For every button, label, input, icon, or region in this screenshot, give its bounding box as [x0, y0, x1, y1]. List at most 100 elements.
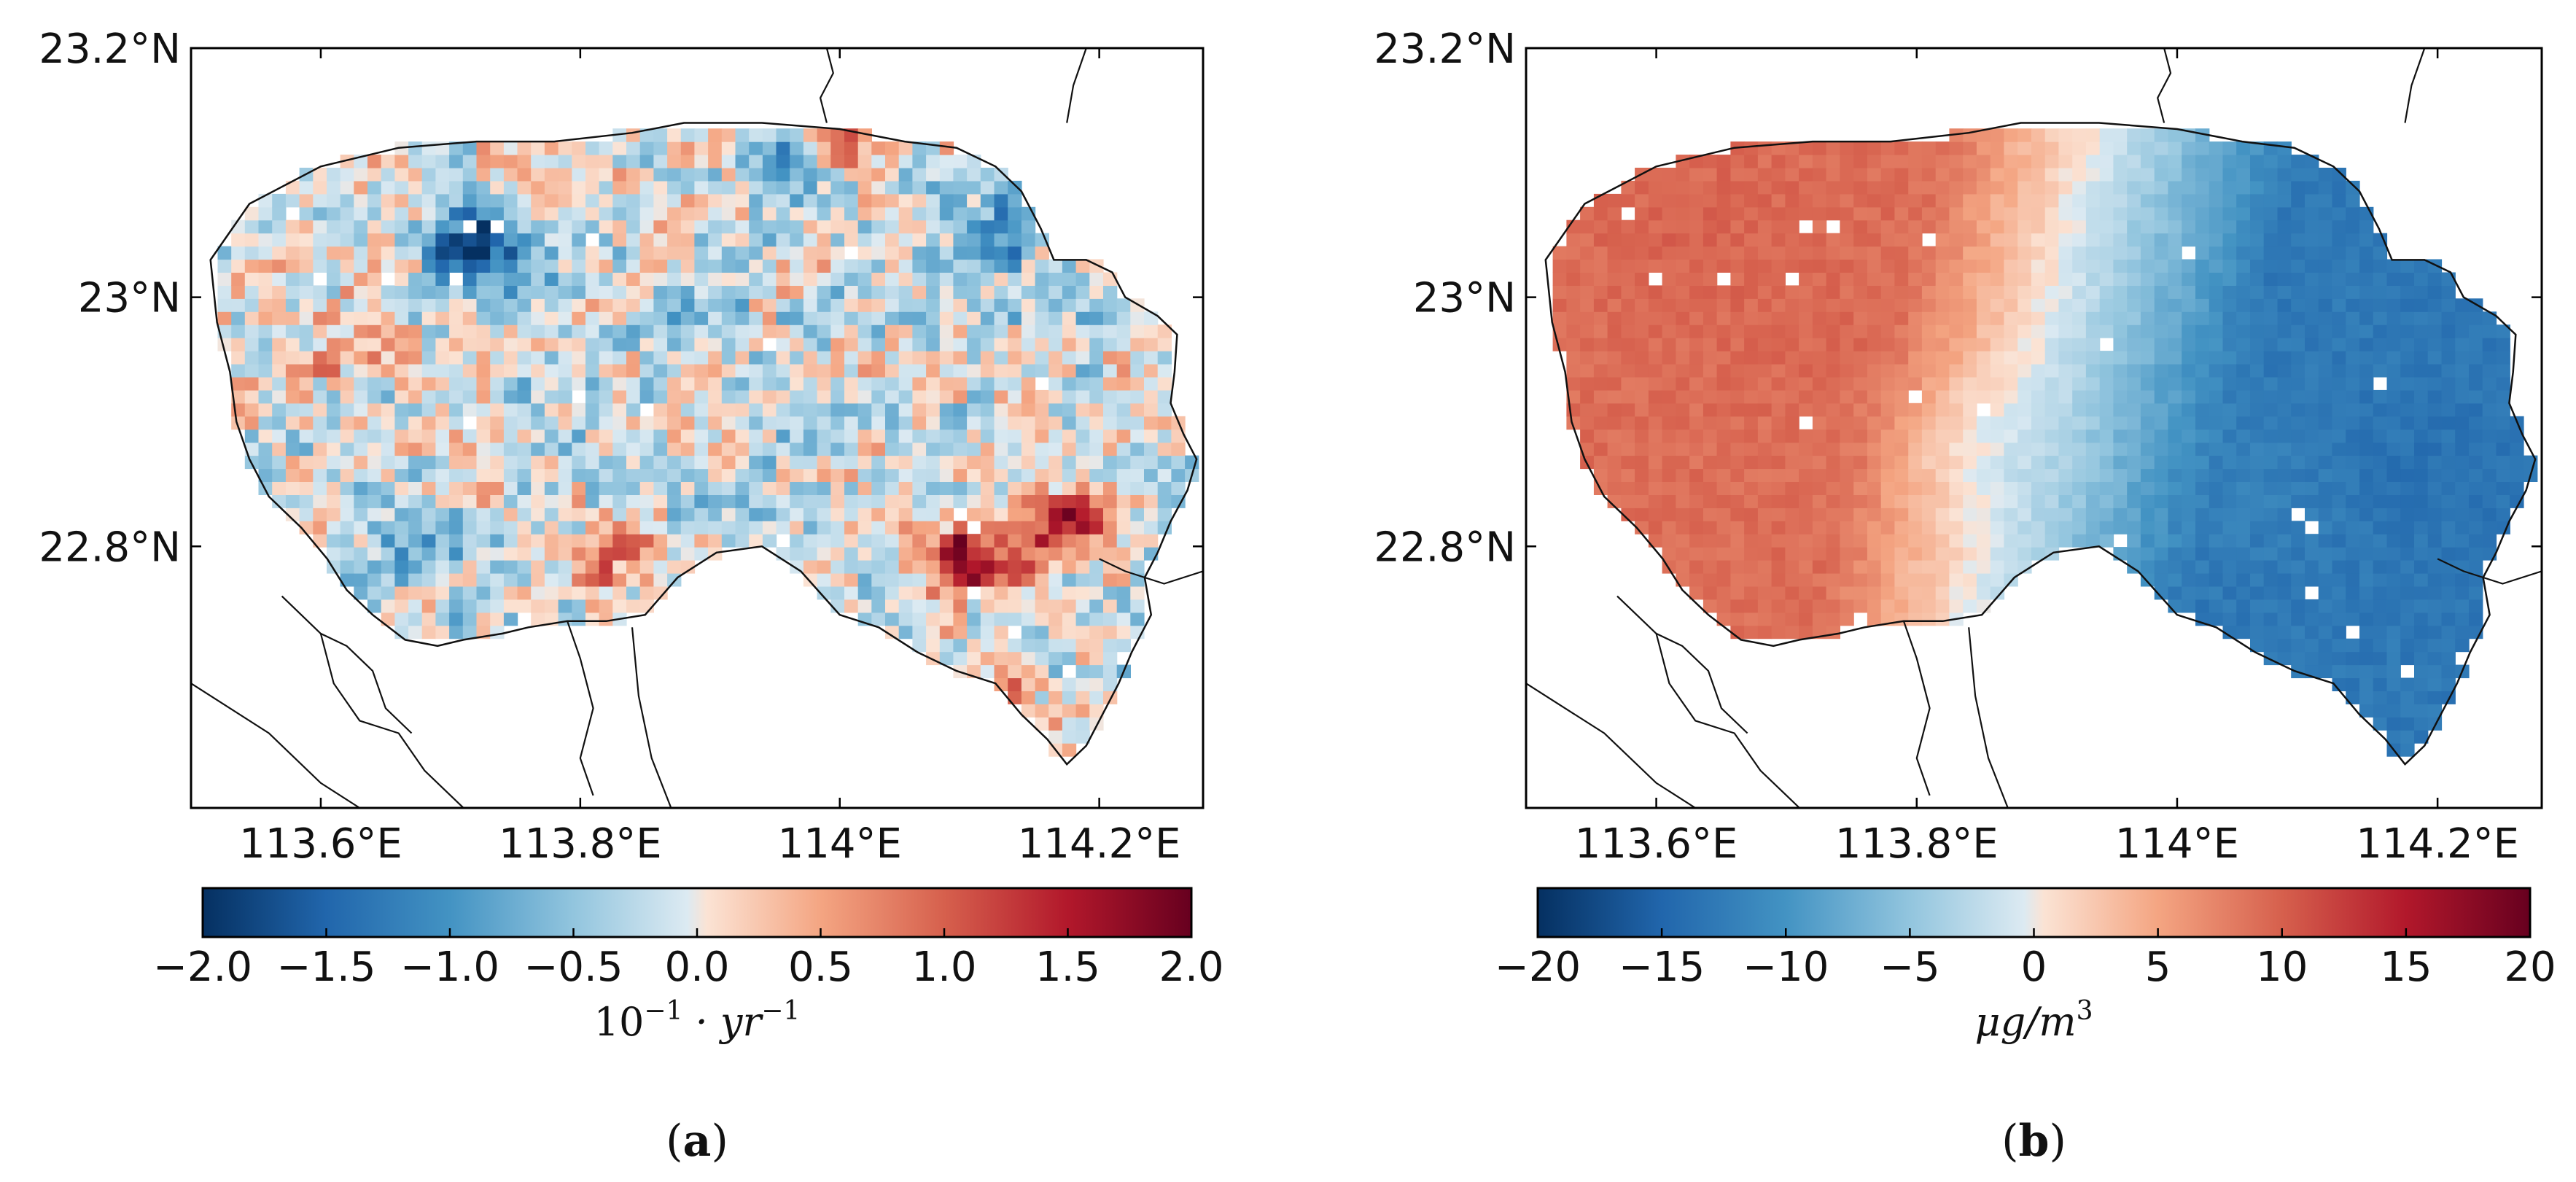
- land-cell: [817, 494, 831, 508]
- land-cell: [285, 364, 300, 378]
- land-cell: [1130, 560, 1145, 574]
- land-cell: [544, 324, 559, 338]
- land-cell: [1635, 494, 1649, 508]
- land-cell: [572, 586, 586, 600]
- land-cell: [2359, 586, 2374, 600]
- land-cell: [1976, 168, 1991, 182]
- land-cell: [2154, 508, 2169, 521]
- land-cell: [926, 377, 941, 391]
- land-cell: [1662, 311, 1676, 325]
- land-cell: [1757, 625, 1773, 639]
- land-cell: [2044, 389, 2060, 404]
- land-cell: [1799, 298, 1813, 312]
- land-cell: [490, 599, 505, 613]
- land-cell: [1566, 259, 1581, 273]
- land-cell: [2209, 193, 2224, 208]
- land-cell: [1949, 168, 1964, 182]
- land-cell: [585, 180, 600, 195]
- land-cell: [612, 128, 627, 142]
- land-cell: [612, 586, 627, 600]
- land-cell: [776, 324, 790, 338]
- land-cell: [2346, 324, 2360, 338]
- land-cell: [1921, 442, 1937, 456]
- land-cell: [1689, 233, 1704, 247]
- land-cell: [1730, 586, 1745, 600]
- land-cell: [435, 416, 450, 430]
- land-cell: [449, 547, 464, 561]
- land-cell: [2031, 324, 2046, 338]
- land-cell: [721, 233, 736, 247]
- land-cell: [817, 168, 831, 182]
- land-cell: [1976, 233, 1991, 247]
- land-cell: [2127, 442, 2141, 456]
- land-cell: [2209, 521, 2224, 534]
- land-cell: [612, 180, 627, 195]
- land-cell: [844, 219, 859, 234]
- land-cell: [340, 508, 354, 521]
- land-cell: [1935, 206, 1950, 221]
- land-cell: [2482, 403, 2497, 417]
- land-cell: [2305, 219, 2319, 234]
- land-cell: [2072, 429, 2087, 443]
- land-cell: [2455, 625, 2470, 639]
- land-cell: [435, 272, 450, 286]
- land-cell: [2168, 338, 2182, 351]
- land-cell: [2346, 311, 2360, 325]
- land-cell: [1089, 494, 1104, 508]
- land-cell: [994, 272, 1008, 286]
- land-cell: [1075, 664, 1090, 679]
- land-cell: [1730, 442, 1745, 456]
- land-cell: [626, 168, 641, 182]
- land-cell: [2332, 377, 2346, 391]
- land-cell: [2263, 219, 2279, 234]
- land-cell: [381, 193, 395, 208]
- land-cell: [2072, 389, 2087, 404]
- land-cell: [599, 494, 613, 508]
- land-cell: [394, 324, 409, 338]
- land-cell: [994, 298, 1008, 312]
- land-cell: [2332, 206, 2346, 221]
- land-cell: [898, 481, 913, 495]
- land-cell: [1635, 206, 1649, 221]
- land-cell: [503, 338, 518, 351]
- land-cell: [585, 311, 600, 325]
- land-cell: [830, 285, 845, 299]
- land-cell: [558, 389, 572, 404]
- land-cell: [776, 508, 790, 521]
- land-cell: [2072, 206, 2087, 221]
- land-cell: [476, 534, 491, 548]
- land-cell: [381, 351, 395, 365]
- land-cell: [1853, 259, 1868, 273]
- land-cell: [421, 481, 436, 495]
- land-cell: [1963, 521, 1977, 534]
- land-cell: [2346, 389, 2360, 404]
- land-cell: [2031, 128, 2046, 142]
- land-cell: [2305, 481, 2319, 495]
- land-cell: [517, 416, 532, 430]
- land-cell: [1157, 338, 1172, 351]
- land-cell: [1853, 311, 1868, 325]
- land-cell: [531, 429, 545, 443]
- land-cell: [1676, 338, 1690, 351]
- land-cell: [2222, 455, 2237, 470]
- land-cell: [2209, 141, 2224, 155]
- land-cell: [830, 155, 845, 168]
- land-cell: [776, 521, 790, 534]
- land-cell: [2482, 311, 2497, 325]
- land-cell: [1840, 586, 1854, 600]
- land-cell: [1035, 508, 1049, 521]
- land-cell: [871, 560, 886, 574]
- land-cell: [885, 534, 900, 548]
- land-cell: [1976, 481, 1991, 495]
- land-cell: [1799, 508, 1813, 521]
- land-cell: [2236, 377, 2251, 391]
- land-cell: [2058, 246, 2073, 260]
- land-cell: [1021, 455, 1036, 470]
- land-cell: [2031, 351, 2046, 365]
- land-cell: [1635, 285, 1649, 299]
- land-cell: [2427, 338, 2443, 351]
- land-cell: [1130, 351, 1145, 365]
- land-cell: [1976, 285, 1991, 299]
- land-cell: [1048, 324, 1063, 338]
- land-cell: [844, 560, 859, 574]
